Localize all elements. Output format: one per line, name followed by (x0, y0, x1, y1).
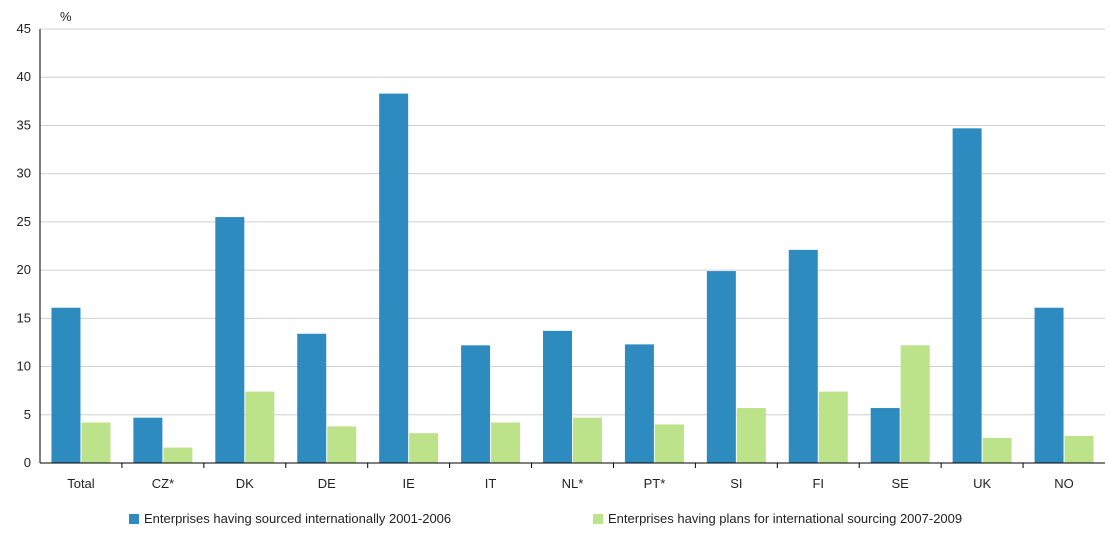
x-axis-tick-labels: Total CZ* DK DE IE IT NL* PT* SI FI SE UK NO (67, 476, 1074, 491)
bar-cz-series-2 (163, 447, 193, 463)
y-tick-label-5: 5 (24, 407, 31, 422)
x-tick-label-de: DE (318, 476, 336, 491)
bar-total-series-2 (81, 422, 111, 463)
x-tick-label-fi: FI (812, 476, 824, 491)
y-tick-label-25: 25 (17, 214, 31, 229)
legend-item-series-1: Enterprises having sourced international… (129, 511, 451, 526)
x-tick-label-uk: UK (973, 476, 991, 491)
bar-nl-series-1 (543, 330, 572, 463)
y-tick-label-10: 10 (17, 359, 31, 374)
bar-pt-series-1 (624, 344, 654, 463)
bar-no-series-2 (1064, 435, 1094, 463)
y-tick-label-45: 45 (17, 21, 31, 36)
y-tick-label-0: 0 (24, 455, 31, 470)
legend-item-series-2: Enterprises having plans for internation… (593, 511, 962, 526)
y-tick-label-15: 15 (17, 310, 31, 325)
y-tick-label-20: 20 (17, 262, 31, 277)
legend-swatch-series-1 (129, 513, 139, 524)
x-tick-label-ie: IE (403, 476, 416, 491)
bar-nl-series-2 (573, 417, 602, 463)
bar-ie-series-1 (379, 93, 409, 464)
legend-swatch-series-2 (593, 513, 603, 524)
bar-si-series-1 (706, 271, 736, 463)
y-axis-unit-label: % (60, 9, 72, 24)
bar-no-series-1 (1034, 307, 1064, 463)
x-tick-label-dk: DK (236, 476, 254, 491)
bar-it-series-1 (461, 345, 491, 463)
bar-se-series-2 (900, 345, 930, 463)
x-tick-label-it: IT (485, 476, 497, 491)
y-tick-label-40: 40 (17, 69, 31, 84)
bar-se-series-1 (870, 408, 900, 463)
x-tick-label-si: SI (730, 476, 742, 491)
bar-uk-series-1 (952, 128, 982, 464)
bar-uk-series-2 (982, 437, 1012, 463)
bar-de-series-1 (297, 333, 327, 463)
bar-dk-series-2 (245, 391, 275, 463)
x-tick-label-nl: NL* (562, 476, 584, 491)
y-axis-tick-labels: 0 5 10 15 20 25 30 35 40 45 (17, 21, 31, 470)
legend-label-series-1: Enterprises having sourced international… (144, 511, 452, 526)
bar-total-series-1 (51, 307, 81, 463)
x-axis (39, 29, 1105, 468)
x-tick-label-cz: CZ* (152, 476, 174, 491)
bar-fi-series-1 (788, 249, 818, 463)
bar-pt-series-2 (654, 424, 684, 463)
y-tick-label-30: 30 (17, 166, 31, 181)
gridlines (40, 28, 1105, 416)
bar-dk-series-1 (215, 217, 245, 463)
bar-de-series-2 (327, 426, 357, 463)
bar-fi-series-2 (818, 391, 848, 463)
x-tick-label-pt: PT* (644, 476, 666, 491)
x-tick-label-se: SE (892, 476, 910, 491)
legend-label-series-2: Enterprises having plans for internation… (608, 511, 963, 526)
bars (51, 93, 1094, 464)
bar-si-series-2 (736, 408, 766, 463)
bar-ie-series-2 (409, 433, 439, 463)
x-tick-label-total: Total (67, 476, 95, 491)
y-tick-label-35: 35 (17, 117, 31, 132)
bar-cz-series-1 (133, 417, 163, 463)
x-tick-label-no: NO (1054, 476, 1074, 491)
bar-it-series-2 (491, 422, 521, 463)
